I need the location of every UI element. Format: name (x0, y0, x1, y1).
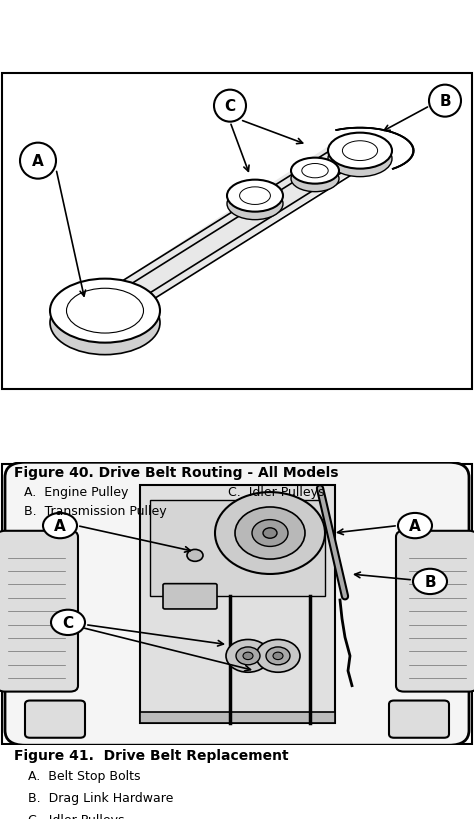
Circle shape (20, 143, 56, 179)
Polygon shape (97, 133, 367, 325)
Text: A: A (409, 518, 421, 533)
FancyBboxPatch shape (163, 584, 217, 609)
Text: Figure 40. Drive Belt Routing - All Models: Figure 40. Drive Belt Routing - All Mode… (14, 465, 339, 479)
Circle shape (252, 520, 288, 547)
Circle shape (43, 514, 77, 539)
Circle shape (413, 569, 447, 595)
Text: A: A (32, 154, 44, 169)
Bar (140, 712, 335, 723)
Text: A.  Engine Pulley: A. Engine Pulley (24, 485, 128, 498)
Ellipse shape (291, 166, 339, 192)
Bar (140, 485, 335, 723)
Circle shape (243, 653, 253, 660)
FancyBboxPatch shape (25, 701, 85, 738)
Circle shape (51, 610, 85, 636)
FancyBboxPatch shape (0, 532, 78, 692)
FancyBboxPatch shape (396, 532, 474, 692)
Text: C: C (224, 99, 236, 114)
Text: B.  Transmission Pulley: B. Transmission Pulley (24, 505, 166, 518)
Circle shape (226, 640, 270, 672)
Circle shape (429, 85, 461, 117)
Circle shape (266, 647, 290, 665)
Ellipse shape (227, 180, 283, 212)
FancyBboxPatch shape (389, 701, 449, 738)
Text: C: C (63, 615, 73, 630)
Circle shape (273, 653, 283, 660)
Text: Figure 41.  Drive Belt Replacement: Figure 41. Drive Belt Replacement (14, 748, 289, 762)
Circle shape (235, 507, 305, 559)
Ellipse shape (328, 142, 392, 178)
Ellipse shape (50, 279, 160, 343)
Text: B.  Drag Link Hardware: B. Drag Link Hardware (28, 791, 174, 804)
Ellipse shape (291, 158, 339, 184)
Circle shape (214, 91, 246, 123)
Circle shape (215, 492, 325, 574)
Ellipse shape (50, 292, 160, 355)
Circle shape (263, 528, 277, 539)
Text: C.  Idler Pulleys: C. Idler Pulleys (228, 485, 324, 498)
Ellipse shape (227, 188, 283, 220)
Circle shape (256, 640, 300, 672)
Text: C.  Idler Pulleys: C. Idler Pulleys (28, 812, 125, 819)
Circle shape (398, 514, 432, 539)
FancyBboxPatch shape (5, 463, 469, 745)
Circle shape (187, 550, 203, 562)
Text: B: B (439, 94, 451, 109)
Ellipse shape (328, 133, 392, 170)
Text: B: B (424, 574, 436, 589)
Text: A: A (54, 518, 66, 533)
Circle shape (236, 647, 260, 665)
Bar (150, 500, 325, 596)
Text: A.  Belt Stop Bolts: A. Belt Stop Bolts (28, 769, 141, 782)
